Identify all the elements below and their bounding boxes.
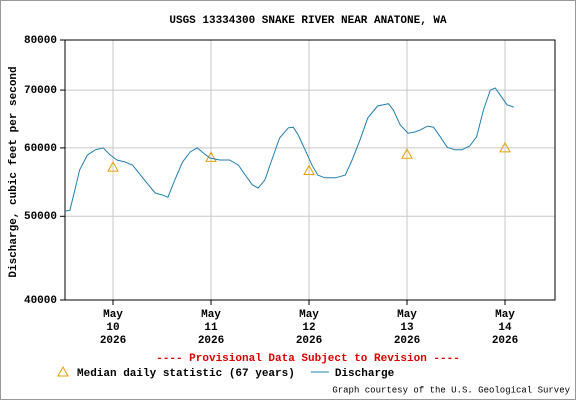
x-tick-label: May	[397, 309, 417, 321]
y-axis-label: Discharge, cubic feet per second	[8, 66, 20, 277]
median-marker	[107, 161, 119, 172]
y-tick-label: 40000	[24, 295, 57, 307]
x-tick-label: 13	[400, 322, 414, 334]
y-tick-label: 70000	[24, 85, 57, 97]
legend-label: Discharge	[335, 368, 395, 380]
x-tick-label: 2026	[198, 335, 224, 347]
x-tick-label: 2026	[394, 335, 420, 347]
annotation: ---- Provisional Data Subject to Revisio…	[156, 353, 460, 365]
y-tick-label: 60000	[24, 143, 57, 155]
credit: Graph courtesy of the U.S. Geological Su…	[332, 385, 570, 395]
plot-area	[64, 39, 556, 301]
x-tick-label: 2026	[100, 335, 126, 347]
x-tick-label: 14	[498, 322, 512, 334]
median-marker	[499, 141, 511, 153]
x-tick-label: May	[495, 309, 515, 321]
legend-label: Median daily statistic (67 years)	[77, 368, 295, 380]
x-tick-label: May	[299, 309, 319, 321]
median-marker	[303, 164, 315, 175]
chart-title: USGS 13334300 SNAKE RIVER NEAR ANATONE, …	[169, 15, 447, 27]
x-tick-label: 2026	[296, 335, 322, 347]
discharge-line	[64, 87, 514, 212]
y-tick-label: 80000	[24, 35, 57, 47]
x-tick-label: 2026	[492, 335, 518, 347]
y-tick-label: 50000	[24, 211, 57, 223]
x-tick-label: 10	[106, 322, 119, 334]
legend-marker	[57, 365, 69, 377]
median-marker	[401, 148, 413, 159]
x-tick-label: May	[103, 309, 123, 321]
x-tick-label: 11	[204, 322, 218, 334]
x-tick-label: 12	[302, 322, 315, 334]
x-tick-label: May	[201, 309, 221, 321]
